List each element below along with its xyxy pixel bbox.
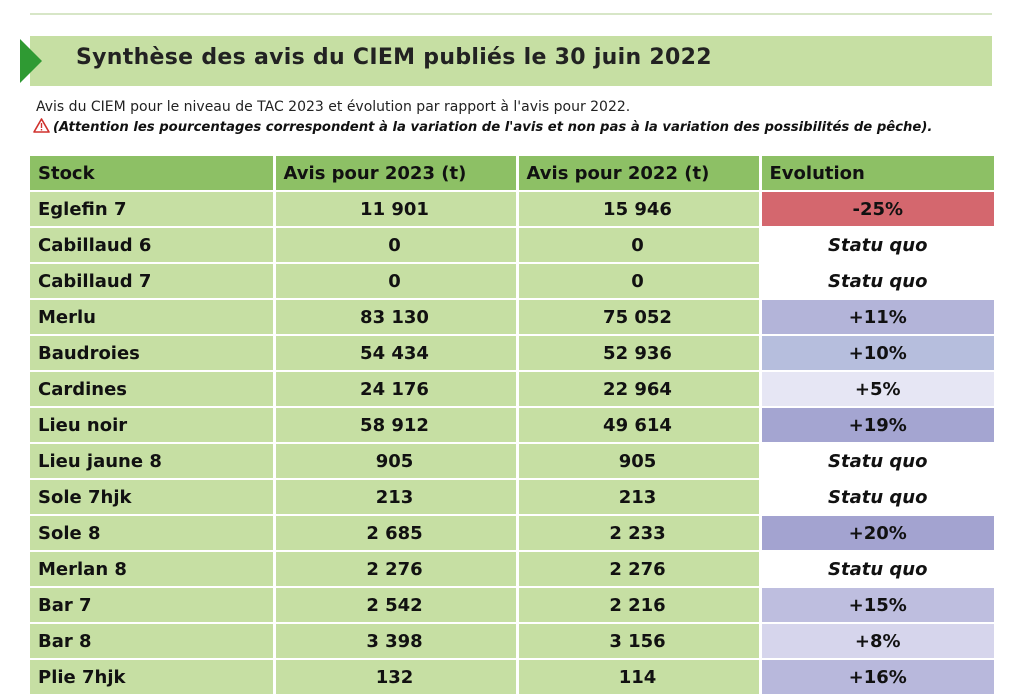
table-row: Cabillaud 7 0 0 Statu quo xyxy=(30,263,994,300)
evolution-cell: Statu quo xyxy=(760,227,994,264)
avis-2023-cell: 58 912 xyxy=(274,407,519,444)
avis-2023-cell: 11 901 xyxy=(274,191,519,228)
stock-cell: Lieu noir xyxy=(30,407,276,444)
avis-2022-cell: 22 964 xyxy=(517,371,762,408)
avis-2022-cell: 0 xyxy=(517,263,762,300)
avis-2022-cell: 114 xyxy=(517,659,762,696)
stock-cell: Cardines xyxy=(30,371,276,408)
avis-2023-cell: 3 398 xyxy=(274,623,519,660)
avis-2022-cell: 905 xyxy=(517,443,762,480)
stock-cell: Plie 7hjk xyxy=(30,659,276,696)
table-row: Cabillaud 6 0 0 Statu quo xyxy=(30,227,994,264)
stock-cell: Sole 8 xyxy=(30,515,276,552)
warning-note: (Attention les pourcentages corresponden… xyxy=(33,118,1013,135)
evolution-cell: Statu quo xyxy=(760,443,994,480)
evolution-cell: +19% xyxy=(760,407,994,444)
table-header-row: Stock Avis pour 2023 (t) Avis pour 2022 … xyxy=(30,156,994,192)
warning-triangle-icon xyxy=(33,118,50,133)
table-row: Cardines 24 176 22 964 +5% xyxy=(30,371,994,408)
header-evolution: Evolution xyxy=(760,156,994,192)
table-row: Plie 7hjk 132 114 +16% xyxy=(30,659,994,696)
stock-cell: Cabillaud 6 xyxy=(30,227,276,264)
avis-2022-cell: 0 xyxy=(517,227,762,264)
stock-cell: Bar 7 xyxy=(30,587,276,624)
warning-text: (Attention les pourcentages corresponden… xyxy=(53,120,933,135)
avis-2023-cell: 132 xyxy=(274,659,519,696)
evolution-cell: -25% xyxy=(760,191,994,228)
avis-2022-cell: 2 216 xyxy=(517,587,762,624)
avis-2023-cell: 2 542 xyxy=(274,587,519,624)
table-row: Lieu noir 58 912 49 614 +19% xyxy=(30,407,994,444)
avis-2023-cell: 905 xyxy=(274,443,519,480)
avis-2023-cell: 54 434 xyxy=(274,335,519,372)
avis-2023-cell: 2 276 xyxy=(274,551,519,588)
table-row: Sole 7hjk 213 213 Statu quo xyxy=(30,479,994,516)
stock-cell: Lieu jaune 8 xyxy=(30,443,276,480)
evolution-cell: +20% xyxy=(760,515,994,552)
header-stock: Stock xyxy=(30,156,276,192)
avis-2022-cell: 75 052 xyxy=(517,299,762,336)
page-title: Synthèse des avis du CIEM publiés le 30 … xyxy=(76,45,712,70)
avis-2023-cell: 213 xyxy=(274,479,519,516)
subtitle: Avis du CIEM pour le niveau de TAC 2023 … xyxy=(36,99,631,115)
avis-2022-cell: 49 614 xyxy=(517,407,762,444)
stock-cell: Cabillaud 7 xyxy=(30,263,276,300)
avis-2022-cell: 2 276 xyxy=(517,551,762,588)
evolution-cell: +16% xyxy=(760,659,994,696)
table-row: Lieu jaune 8 905 905 Statu quo xyxy=(30,443,994,480)
stock-cell: Merlan 8 xyxy=(30,551,276,588)
top-divider xyxy=(30,13,992,15)
avis-2023-cell: 24 176 xyxy=(274,371,519,408)
table-row: Merlu 83 130 75 052 +11% xyxy=(30,299,994,336)
avis-2022-cell: 52 936 xyxy=(517,335,762,372)
stock-cell: Eglefin 7 xyxy=(30,191,276,228)
stock-cell: Bar 8 xyxy=(30,623,276,660)
evolution-cell: Statu quo xyxy=(760,479,994,516)
stock-cell: Merlu xyxy=(30,299,276,336)
avis-2022-cell: 2 233 xyxy=(517,515,762,552)
evolution-cell: +5% xyxy=(760,371,994,408)
header-avis-2023: Avis pour 2023 (t) xyxy=(274,156,519,192)
evolution-cell: +10% xyxy=(760,335,994,372)
title-banner xyxy=(30,36,992,86)
avis-2023-cell: 2 685 xyxy=(274,515,519,552)
table-row: Eglefin 7 11 901 15 946 -25% xyxy=(30,191,994,228)
table-body: Eglefin 7 11 901 15 946 -25% Cabillaud 6 0 0 St… xyxy=(30,191,994,696)
header-avis-2022: Avis pour 2022 (t) xyxy=(517,156,762,192)
avis-2022-cell: 213 xyxy=(517,479,762,516)
avis-2022-cell: 15 946 xyxy=(517,191,762,228)
avis-2022-cell: 3 156 xyxy=(517,623,762,660)
evolution-cell: +8% xyxy=(760,623,994,660)
avis-table: Stock Avis pour 2023 (t) Avis pour 2022 … xyxy=(30,156,994,696)
evolution-cell: +11% xyxy=(760,299,994,336)
stock-cell: Sole 7hjk xyxy=(30,479,276,516)
avis-2023-cell: 83 130 xyxy=(274,299,519,336)
evolution-cell: Statu quo xyxy=(760,263,994,300)
avis-2023-cell: 0 xyxy=(274,263,519,300)
stock-cell: Baudroies xyxy=(30,335,276,372)
triangle-arrow-icon xyxy=(20,39,42,83)
evolution-cell: Statu quo xyxy=(760,551,994,588)
table-row: Baudroies 54 434 52 936 +10% xyxy=(30,335,994,372)
avis-2023-cell: 0 xyxy=(274,227,519,264)
evolution-cell: +15% xyxy=(760,587,994,624)
